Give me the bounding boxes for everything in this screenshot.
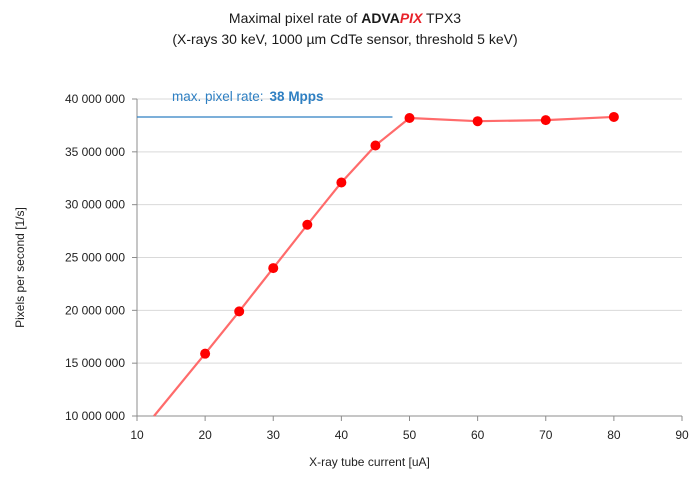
- data-point: [268, 263, 279, 274]
- data-point: [608, 111, 619, 122]
- data-point: [234, 306, 245, 317]
- x-axis-ticks: 10 20 30 40 50 60 70 80 90: [130, 416, 689, 442]
- y-tick-label: 35 000 000: [65, 145, 125, 159]
- x-axis-label: X-ray tube current [uA]: [309, 455, 430, 469]
- chart-title-prefix: Maximal pixel rate of: [228, 10, 362, 26]
- gridlines: [137, 98, 682, 364]
- y-tick-label: 40 000 000: [65, 92, 125, 106]
- data-point: [540, 115, 551, 126]
- x-tick-label: 80: [607, 428, 621, 442]
- y-axis-label: Pixels per second [1/s]: [13, 207, 27, 328]
- chart-title-suffix: TPX3: [422, 10, 462, 26]
- series-line: [153, 115, 614, 417]
- series-group: [153, 111, 619, 417]
- chart-title-brand-b: PIX: [399, 10, 423, 26]
- chart-subtitle: (X-rays 30 keV, 1000 µm CdTe sensor, thr…: [172, 31, 518, 47]
- max-rate-value: 38 Mpps: [270, 89, 324, 104]
- y-tick-label: 20 000 000: [65, 303, 125, 317]
- x-tick-label: 20: [198, 428, 212, 442]
- x-tick-label: 30: [267, 428, 281, 442]
- data-point: [404, 113, 415, 124]
- x-tick-label: 50: [403, 428, 417, 442]
- x-tick-label: 90: [675, 428, 689, 442]
- y-tick-label: 30 000 000: [65, 198, 125, 212]
- data-point: [370, 140, 381, 151]
- data-point: [302, 219, 313, 230]
- annotation: max. pixel rate: 38 Mpps: [137, 89, 393, 118]
- y-tick-label: 10 000 000: [65, 409, 125, 423]
- chart-title: Maximal pixel rate of ADVAPIX TPX3: [0, 10, 690, 26]
- x-tick-label: 40: [335, 428, 349, 442]
- x-tick-label: 70: [539, 428, 553, 442]
- x-tick-label: 10: [130, 428, 144, 442]
- x-tick-label: 60: [471, 428, 485, 442]
- chart-title-brand-a: ADVA: [361, 10, 400, 26]
- y-tick-label: 15 000 000: [65, 356, 125, 370]
- y-tick-label: 25 000 000: [65, 251, 125, 265]
- max-rate-label-text: max. pixel rate:: [172, 89, 264, 104]
- chart-title-brand: ADVAPIX: [361, 10, 422, 26]
- data-point: [200, 348, 211, 359]
- y-axis-ticks: 10 000 000 15 000 000 20 000 000 25 000 000…: [65, 92, 137, 423]
- data-point: [336, 177, 347, 188]
- data-point: [472, 116, 483, 127]
- max-rate-label: max. pixel rate: 38 Mpps: [172, 89, 324, 104]
